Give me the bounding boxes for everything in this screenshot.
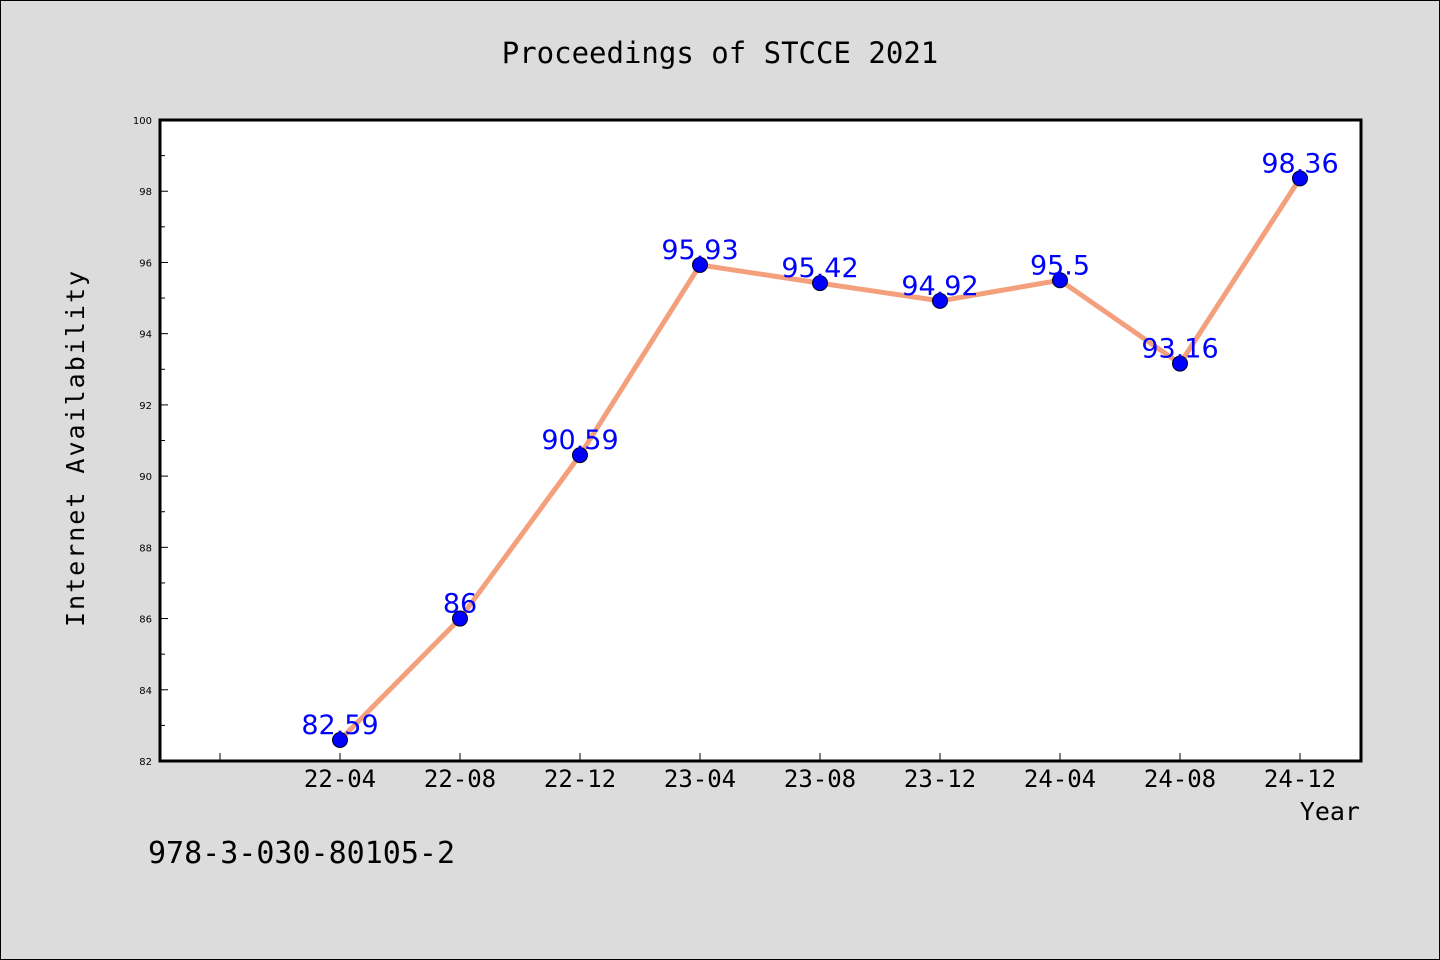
- data-point: [1292, 170, 1308, 187]
- data-point: [332, 731, 348, 748]
- x-tick-label: 24-08: [1144, 765, 1216, 793]
- data-label: 90.59: [541, 425, 618, 456]
- y-tick-label: 94: [139, 330, 152, 341]
- x-axis-label: Year: [1300, 797, 1360, 826]
- y-tick-label: 84: [139, 686, 152, 697]
- data-label: 94.92: [901, 271, 978, 302]
- x-axis-ticks: 22-04 22-08 22-12 23-04 23-08 23-12 24-04 24-08…: [219, 753, 1336, 793]
- data-point: [1172, 355, 1188, 372]
- x-tick-label: 22-08: [424, 765, 496, 793]
- data-point: [1052, 272, 1068, 289]
- y-tick-label: 86: [139, 615, 152, 626]
- y-axis-label: Internet Availability: [61, 269, 90, 627]
- y-tick-label: 98: [139, 187, 152, 198]
- data-label: 93.16: [1141, 334, 1218, 365]
- data-labels: 82.59 86 90.59 95.93 95.42 94.92 95.5 93.16 98.3…: [301, 148, 1338, 741]
- y-tick-label: 96: [139, 258, 152, 269]
- y-tick-label: 100: [133, 116, 152, 127]
- data-point: [452, 610, 468, 627]
- data-label: 86: [443, 589, 477, 620]
- y-tick-label: 88: [139, 543, 152, 554]
- y-tick-label: 92: [139, 401, 152, 412]
- x-tick-label: 22-12: [544, 765, 616, 793]
- data-label: 82.59: [301, 710, 378, 741]
- data-label: 95.42: [781, 253, 858, 284]
- x-tick-label: 24-04: [1024, 765, 1096, 793]
- y-tick-label: 82: [139, 757, 152, 768]
- data-label: 98.36: [1261, 148, 1338, 179]
- x-tick-label: 23-04: [664, 765, 736, 793]
- data-point: [812, 275, 828, 292]
- plot-area: [160, 120, 1361, 761]
- x-tick-label: 23-08: [784, 765, 856, 793]
- data-label: 95.93: [661, 235, 738, 266]
- chart-title: Proceedings of STCCE 2021: [502, 36, 939, 70]
- data-point: [692, 256, 708, 273]
- data-point: [572, 447, 588, 464]
- x-tick-label: 22-04: [304, 765, 376, 793]
- data-label: 95.5: [1030, 250, 1090, 281]
- data-point: [932, 292, 948, 309]
- y-tick-label: 90: [139, 472, 152, 483]
- data-markers: [332, 170, 1308, 748]
- plot-border: [158, 118, 1363, 763]
- x-tick-label: 23-12: [904, 765, 976, 793]
- x-tick-label: 24-12: [1264, 765, 1336, 793]
- footer-identifier: 978-3-030-80105-2: [148, 836, 456, 871]
